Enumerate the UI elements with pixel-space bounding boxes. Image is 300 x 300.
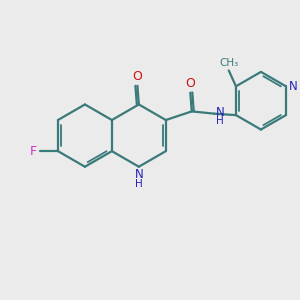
Text: O: O [133,70,142,83]
Text: H: H [135,179,143,189]
Text: CH₃: CH₃ [219,58,239,68]
Text: N: N [134,168,143,181]
Text: N: N [289,80,298,93]
Text: N: N [216,106,224,119]
Text: O: O [185,77,195,90]
Text: H: H [216,116,224,126]
Text: F: F [30,145,37,158]
